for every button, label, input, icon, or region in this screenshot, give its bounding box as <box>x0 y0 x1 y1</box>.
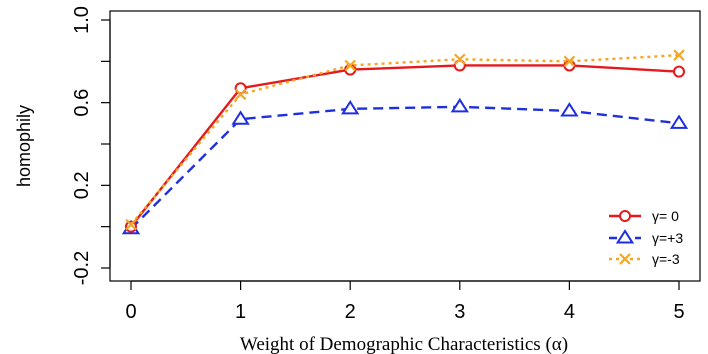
data-point <box>673 65 685 78</box>
data-point <box>563 55 576 68</box>
legend-item: γ= 0 <box>609 208 679 224</box>
data-point <box>454 53 466 66</box>
y-tick-label: 1.0 <box>71 6 93 34</box>
series-line <box>130 53 680 226</box>
legend-label: γ=+3 <box>652 230 683 246</box>
series-2 <box>125 49 685 231</box>
data-point <box>125 218 137 231</box>
series-line <box>130 64 680 228</box>
x-tick-label: 5 <box>673 301 684 323</box>
data-point <box>560 102 579 117</box>
y-tick-label: -0.2 <box>71 251 93 285</box>
legend-item: γ=-3 <box>609 251 680 267</box>
series-line <box>130 105 680 230</box>
x-axis-label: Weight of Demographic Characteristics (α… <box>240 334 568 354</box>
legend-label: γ=-3 <box>652 251 680 267</box>
series-0 <box>125 59 685 233</box>
x-axis: 0 1 2 3 4 5 <box>125 280 685 323</box>
legend-item: γ=+3 <box>609 229 683 246</box>
x-tick-label: 0 <box>125 301 136 323</box>
x-tick-label: 1 <box>235 301 246 323</box>
y-axis-label: homophily <box>14 105 34 187</box>
data-point <box>125 220 137 233</box>
data-point <box>341 100 360 115</box>
data-point <box>669 114 689 129</box>
series-1 <box>121 97 689 235</box>
plot-frame <box>109 10 701 282</box>
series-layer <box>121 49 689 235</box>
legend-marker <box>619 210 631 222</box>
y-tick-label: 0.2 <box>71 171 93 199</box>
x-tick-label: 4 <box>564 301 575 323</box>
y-axis: -0.2 0.2 0.6 1.0 <box>71 6 111 285</box>
data-point <box>673 49 685 61</box>
x-tick-label: 3 <box>454 301 465 323</box>
legend-marker <box>619 253 631 265</box>
y-tick-label: 0.6 <box>71 89 93 117</box>
legend-marker <box>615 229 635 244</box>
legend-label: γ= 0 <box>652 208 679 224</box>
data-point <box>231 110 250 125</box>
data-point <box>450 97 469 113</box>
data-point <box>344 59 356 72</box>
legend: γ= 0 γ=+3 γ=-3 <box>609 208 683 267</box>
x-tick-label: 2 <box>345 301 356 323</box>
data-point <box>234 88 247 101</box>
